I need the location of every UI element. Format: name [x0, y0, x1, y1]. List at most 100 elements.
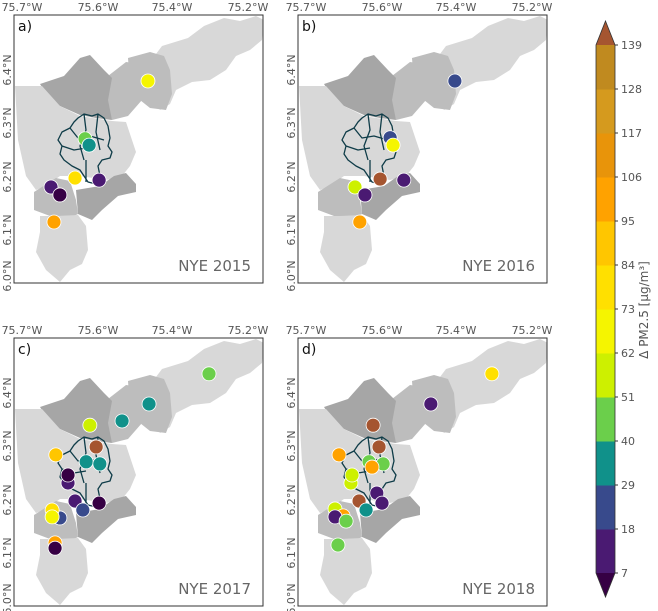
station-point: [385, 137, 401, 153]
station-point: [484, 366, 500, 382]
y-tick-label: 6.1°N: [285, 537, 298, 568]
station-point: [364, 459, 380, 475]
y-tick-label: 6.0°N: [285, 260, 298, 291]
station-point: [82, 417, 98, 433]
region-basemap: [14, 338, 263, 606]
colorbar-band: [596, 397, 615, 442]
y-tick-label: 6.2°N: [285, 161, 298, 192]
station-point: [374, 495, 390, 511]
station-point: [352, 214, 368, 230]
x-tick-label: 75.2°W: [228, 324, 269, 337]
map-panel-b: 75.7°W 75.6°W 75.4°W 75.2°W 6.4°N 6.3°N 6.2°N 6…: [285, 1, 553, 292]
y-tick-label: 6.1°N: [1, 214, 14, 245]
x-tick-label: 75.2°W: [228, 1, 269, 14]
station-point: [47, 540, 63, 556]
x-tick-label: 75.4°W: [436, 324, 477, 337]
y-tick-label: 6.4°N: [285, 377, 298, 408]
panel-title: NYE 2018: [462, 580, 535, 598]
station-point: [338, 513, 354, 529]
colorbar-band: [596, 45, 615, 90]
x-tick-label: 75.2°W: [512, 1, 553, 14]
colorbar-band: [596, 177, 615, 222]
region-basemap: [298, 338, 547, 606]
x-tick-label: 75.7°W: [2, 1, 43, 14]
y-tick-label: 6.4°N: [1, 54, 14, 85]
x-tick-label: 75.6°W: [362, 324, 403, 337]
colorbar-tick-label: 128: [621, 83, 642, 96]
colorbar-over-arrow: [596, 21, 615, 45]
station-point: [91, 172, 107, 188]
y-tick-label: 6.3°N: [285, 107, 298, 138]
colorbar-under-arrow: [596, 573, 615, 597]
colorbar-band: [596, 265, 615, 310]
station-point: [365, 417, 381, 433]
axes-frame: [297, 14, 548, 284]
station-point: [371, 439, 387, 455]
colorbar-label: Δ PM2.5 [μg/m³]: [637, 261, 651, 359]
station-point: [141, 396, 157, 412]
panel-label: b): [302, 19, 316, 35]
station-point: [357, 187, 373, 203]
colorbar-tick-label: 95: [621, 215, 635, 228]
station-point: [447, 73, 463, 89]
colorbar-tick-label: 18: [621, 523, 635, 536]
station-point: [78, 454, 94, 470]
y-tick-label: 6.1°N: [285, 214, 298, 245]
colorbar: 7 18 29 40 51 62 73 84 95 106 117 128 139 Δ PM2.5 [μg…: [595, 19, 651, 599]
x-tick-label: 75.2°W: [512, 324, 553, 337]
y-tick-label: 6.3°N: [285, 430, 298, 461]
panel-label: d): [302, 342, 316, 358]
colorbar-tick-label: 7: [621, 567, 628, 580]
x-tick-label: 75.4°W: [152, 1, 193, 14]
colorbar-band: [596, 441, 615, 486]
axes-frame: [13, 14, 264, 284]
region-basemap: [14, 15, 263, 283]
station-point: [396, 172, 412, 188]
station-point: [46, 214, 62, 230]
region-basemap: [298, 15, 547, 283]
panel-title: NYE 2016: [462, 257, 535, 275]
station-point: [358, 502, 374, 518]
station-point: [331, 447, 347, 463]
colorbar-band: [596, 89, 615, 134]
colorbar-band: [596, 133, 615, 178]
x-tick-label: 75.7°W: [286, 324, 327, 337]
station-point: [91, 495, 107, 511]
panel-title: NYE 2017: [178, 580, 251, 598]
y-tick-label: 6.4°N: [1, 377, 14, 408]
station-point: [60, 467, 76, 483]
y-tick-label: 6.1°N: [1, 537, 14, 568]
y-tick-label: 6.4°N: [285, 54, 298, 85]
y-tick-label: 6.3°N: [1, 107, 14, 138]
axes-frame: [13, 337, 264, 607]
station-point: [201, 366, 217, 382]
y-tick-label: 6.0°N: [285, 583, 298, 611]
map-panel-d: 75.7°W 75.6°W 75.4°W 75.2°W 6.4°N 6.3°N 6.2°N 6…: [285, 324, 553, 611]
y-tick-label: 6.0°N: [1, 260, 14, 291]
colorbar-tick-label: 106: [621, 171, 642, 184]
colorbar-tick-label: 84: [621, 259, 635, 272]
colorbar-tick-label: 29: [621, 479, 635, 492]
x-tick-label: 75.4°W: [436, 1, 477, 14]
station-point: [330, 537, 346, 553]
station-point: [140, 73, 156, 89]
y-tick-label: 6.2°N: [285, 484, 298, 515]
y-tick-label: 6.2°N: [1, 161, 14, 192]
map-panel-a: 75.7°W 75.6°W 75.4°W 75.2°W 6.4°N 6.3°N 6.2°N 6…: [1, 1, 269, 292]
station-point: [88, 439, 104, 455]
station-point: [81, 137, 97, 153]
panel-label: c): [18, 342, 31, 358]
colorbar-tick-label: 117: [621, 127, 642, 140]
station-point: [75, 502, 91, 518]
y-tick-label: 6.2°N: [1, 484, 14, 515]
map-panel-c: 75.7°W 75.6°W 75.4°W 75.2°W 6.4°N 6.3°N 6.2°N 6…: [1, 324, 269, 611]
station-point: [344, 467, 360, 483]
panel-label: a): [18, 19, 32, 35]
x-tick-label: 75.6°W: [78, 1, 119, 14]
panel-title: NYE 2015: [178, 257, 251, 275]
colorbar-tick-label: 73: [621, 303, 635, 316]
colorbar-band: [596, 221, 615, 266]
y-tick-label: 6.0°N: [1, 583, 14, 611]
station-point: [67, 170, 83, 186]
